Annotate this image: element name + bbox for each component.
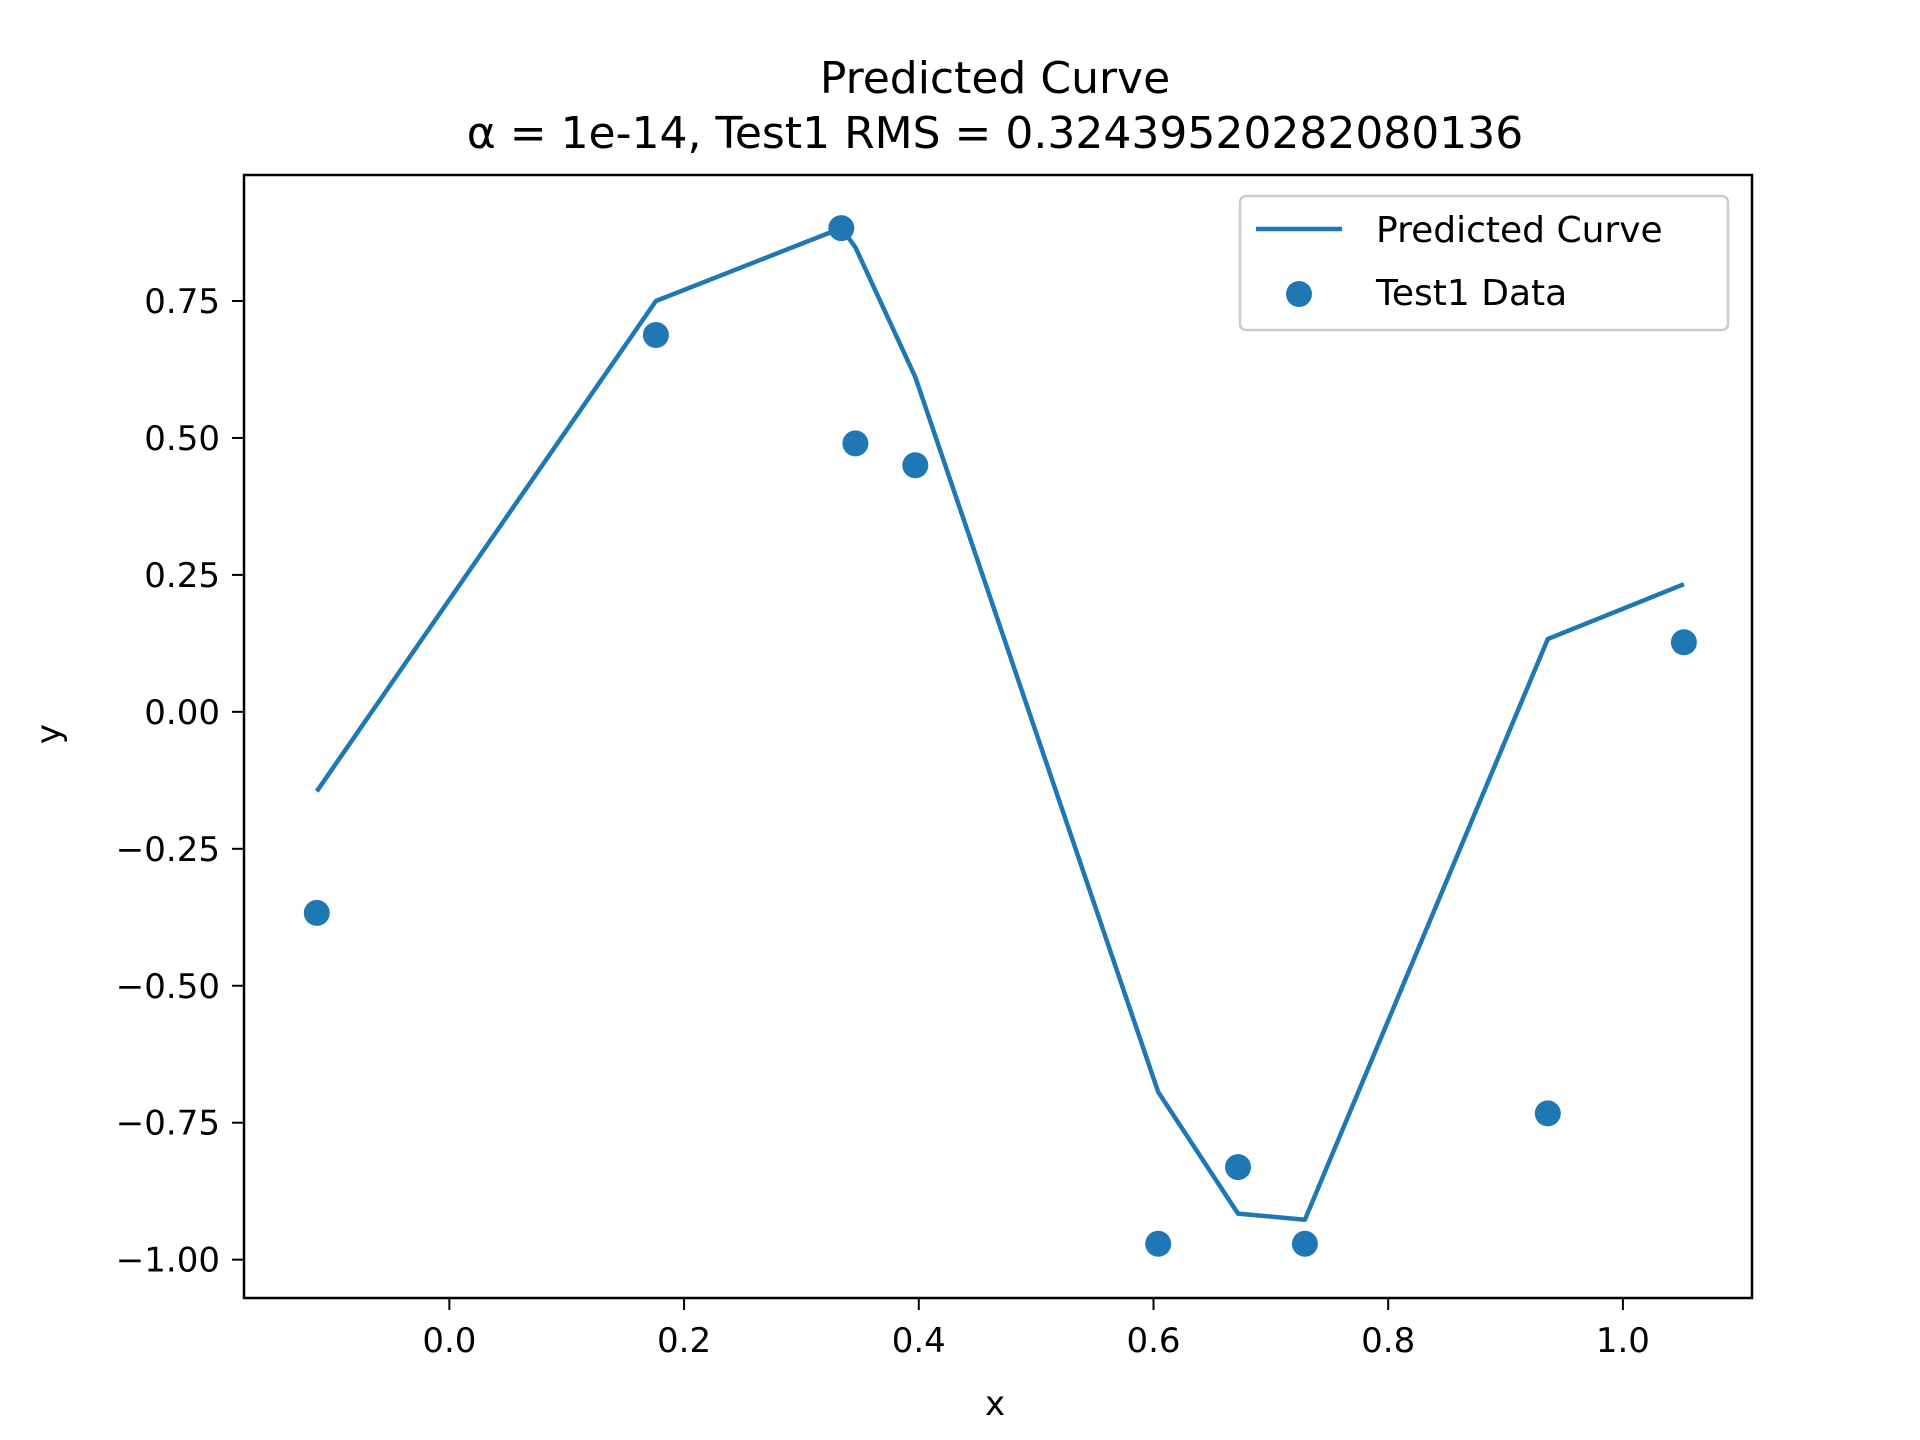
y-tick-label: −1.00 <box>116 1241 220 1281</box>
x-axis-label: x <box>985 1384 1005 1424</box>
test1-data-point <box>642 322 669 348</box>
legend-label-predicted-curve: Predicted Curve <box>1376 210 1663 251</box>
plot-frame <box>242 173 1754 1300</box>
test1-data-point <box>842 430 869 457</box>
predicted-curve-line <box>314 225 1685 1222</box>
test1-data-point <box>303 899 330 926</box>
legend-marker-swatch <box>1286 281 1312 307</box>
y-tick-label: 0.50 <box>144 419 220 459</box>
y-tick-label: 0.00 <box>144 693 220 733</box>
y-tick-label: −0.75 <box>116 1104 220 1144</box>
y-tick-label: −0.25 <box>116 830 220 870</box>
x-tick-label: 0.8 <box>1361 1321 1415 1361</box>
chart-subtitle: α = 1e-14, Test1 RMS = 0.324395202820801… <box>467 108 1524 159</box>
chart-title: Predicted Curve <box>820 53 1170 104</box>
x-tick-label: 0.2 <box>657 1321 711 1361</box>
legend-label-test1-data: Test1 Data <box>1375 273 1567 314</box>
test1-data-point <box>1225 1154 1251 1181</box>
test1-data-point <box>1670 629 1697 656</box>
legend: Predicted Curve Test1 Data <box>1238 194 1730 332</box>
legend-frame <box>1238 194 1730 332</box>
test1-data-point <box>1534 1100 1561 1127</box>
test1-data-point <box>1291 1230 1318 1257</box>
y-axis-label: y <box>29 724 69 744</box>
test1-data-point <box>828 215 855 242</box>
x-tick-label: 0.4 <box>892 1321 946 1361</box>
y-tick-label: 0.25 <box>144 556 220 596</box>
test1-data-point <box>1145 1230 1172 1257</box>
plot-area: 0.0 0.2 0.4 0.6 0.8 1.0 0.75 0.50 0.25 0.00 −0.25 −… <box>116 173 1754 1361</box>
x-tick-label: 0.6 <box>1126 1321 1180 1361</box>
test1-data-point <box>902 452 929 479</box>
y-tick-label: −0.50 <box>116 967 220 1007</box>
y-tick-label: 0.75 <box>144 282 220 322</box>
x-tick-label: 0.0 <box>422 1321 476 1361</box>
x-tick-label: 1.0 <box>1596 1321 1650 1361</box>
